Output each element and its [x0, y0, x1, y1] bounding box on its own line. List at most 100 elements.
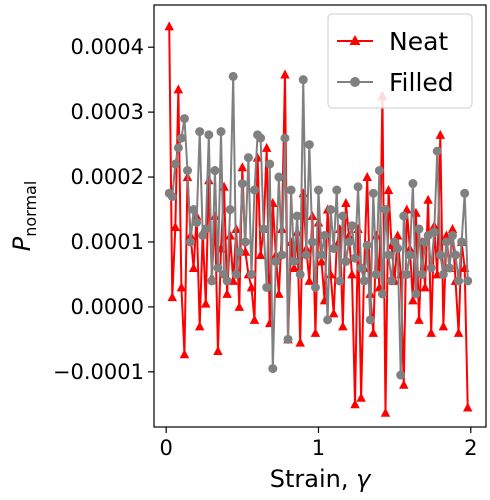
data-point-neat: [362, 172, 372, 182]
data-point-filled: [274, 172, 284, 182]
data-point-neat: [310, 327, 321, 337]
data-point-filled: [451, 250, 461, 260]
legend-label-neat: Neat: [389, 27, 448, 56]
y-tick-label: 0.0001: [71, 230, 144, 254]
legend-box: [327, 13, 473, 109]
data-point-neat: [274, 288, 284, 298]
data-point-filled: [396, 370, 406, 380]
x-axis-label: Strain, γ: [270, 465, 372, 493]
data-point-neat: [402, 204, 412, 214]
data-point-neat: [237, 162, 248, 172]
y-axis-label-sub: normal: [21, 181, 40, 237]
data-point-filled: [338, 211, 348, 221]
data-point-filled: [411, 289, 421, 299]
data-point-filled: [463, 276, 473, 286]
data-point-filled: [332, 185, 342, 195]
y-tick-label: 0.0000: [71, 295, 144, 319]
data-point-neat: [399, 379, 409, 389]
data-point-filled: [179, 114, 189, 124]
data-point-filled: [335, 276, 345, 286]
data-point-filled: [417, 269, 427, 279]
data-point-filled: [320, 230, 330, 240]
series-layer: [164, 21, 473, 417]
data-point-neat: [347, 269, 357, 279]
data-point-filled: [268, 364, 278, 374]
data-point-filled: [353, 182, 363, 192]
data-point-filled: [176, 133, 186, 143]
data-point-filled: [292, 211, 302, 221]
data-point-filled: [374, 166, 384, 176]
x-tick-label: 1: [312, 436, 325, 460]
data-point-neat: [289, 262, 299, 272]
data-point-filled: [192, 217, 202, 227]
data-point-filled: [231, 269, 241, 279]
data-point-filled: [414, 224, 424, 234]
data-point-filled: [256, 133, 266, 143]
y-tick-label: −0.0001: [53, 360, 144, 384]
data-point-filled: [234, 247, 244, 257]
data-point-filled: [173, 143, 183, 153]
data-point-neat: [341, 198, 351, 208]
data-point-neat: [344, 230, 354, 240]
data-point-filled: [240, 237, 250, 247]
y-axis-ticks: −0.0001 0.0000 0.0001 0.0002 0.0003 0.0004: [53, 35, 154, 384]
data-point-filled: [250, 185, 260, 195]
legend-label-filled: Filled: [389, 68, 454, 97]
data-point-filled: [429, 227, 439, 237]
data-point-neat: [435, 129, 446, 139]
data-point-neat: [295, 337, 305, 347]
data-point-neat: [338, 321, 348, 331]
data-point-filled: [204, 130, 214, 140]
data-point-filled: [280, 133, 290, 143]
data-point-neat: [170, 222, 181, 232]
y-tick-label: 0.0004: [71, 35, 144, 59]
data-point-filled: [399, 211, 409, 221]
data-point-neat: [261, 142, 272, 152]
data-point-filled: [393, 243, 403, 253]
data-point-filled: [170, 159, 180, 169]
legend: Neat Filled: [327, 13, 473, 109]
data-point-filled: [368, 188, 378, 198]
data-point-filled: [295, 269, 305, 279]
data-point-filled: [259, 224, 269, 234]
data-point-filled: [365, 315, 375, 325]
data-point-filled: [265, 159, 275, 169]
data-point-neat: [246, 282, 257, 292]
data-point-filled: [189, 205, 199, 215]
data-point-neat: [350, 399, 360, 409]
data-point-filled: [237, 179, 247, 189]
legend-marker-filled: [350, 77, 360, 87]
data-point-filled: [359, 276, 369, 286]
data-point-filled: [438, 269, 448, 279]
data-point-filled: [195, 127, 205, 137]
x-axis-label-main: Strain,: [270, 465, 356, 493]
data-point-filled: [344, 237, 354, 247]
data-point-filled: [341, 256, 351, 266]
data-point-filled: [356, 263, 366, 273]
data-point-filled: [186, 237, 196, 247]
data-point-neat: [173, 84, 184, 94]
data-point-filled: [298, 75, 308, 85]
data-point-filled: [207, 276, 217, 286]
data-point-neat: [167, 292, 178, 302]
data-point-neat: [201, 298, 211, 308]
data-point-filled: [408, 179, 418, 189]
data-point-filled: [405, 250, 415, 260]
data-point-filled: [323, 315, 333, 325]
data-point-neat: [255, 249, 266, 259]
data-point-neat: [304, 275, 315, 285]
data-point-filled: [262, 282, 272, 292]
data-point-neat: [176, 282, 187, 292]
data-point-neat: [447, 223, 458, 233]
data-point-filled: [183, 166, 193, 176]
data-point-neat: [423, 194, 433, 204]
data-point-filled: [286, 185, 296, 195]
series-filled: [164, 71, 473, 380]
data-point-filled: [313, 185, 323, 195]
data-point-filled: [350, 253, 360, 263]
data-point-filled: [277, 250, 287, 260]
data-point-filled: [225, 205, 235, 215]
data-point-neat: [408, 295, 418, 305]
data-point-filled: [387, 276, 397, 286]
